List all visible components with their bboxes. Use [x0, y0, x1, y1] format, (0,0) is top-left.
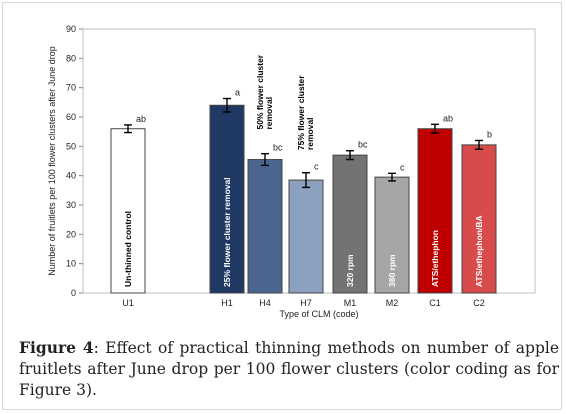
- x-tick-label: H4: [259, 298, 271, 308]
- bar-outside-label: removal: [305, 117, 315, 150]
- y-tick-label: 50: [66, 141, 76, 151]
- bar-h1: [209, 104, 245, 294]
- bar-inner-label: 25% flower cluster removal: [222, 177, 232, 287]
- y-tick-label: 30: [66, 200, 76, 210]
- x-tick-label: C1: [429, 298, 441, 308]
- significance-letter: a: [235, 88, 240, 98]
- x-tick-label: C2: [473, 298, 485, 308]
- bar-h7: [288, 179, 324, 294]
- y-axis-label: Number of fruitlets per 100 flower clust…: [47, 46, 57, 276]
- significance-letter: c: [400, 162, 405, 172]
- bar-inner-label: 380 rpm: [387, 254, 397, 287]
- bar-outside-label: 75% flower cluster: [296, 75, 306, 150]
- y-tick-label: 80: [66, 53, 76, 63]
- bar-inner-label: ATS/ethephon: [430, 230, 440, 287]
- bar-c2: [461, 144, 497, 294]
- caption-label: Figure 4: [19, 338, 94, 357]
- x-tick-label: U1: [122, 298, 134, 308]
- bar-inner-label: Un-thinned control: [123, 211, 133, 287]
- y-tick-label: 20: [66, 229, 76, 239]
- bar-c1: [417, 128, 453, 294]
- y-tick-label: 70: [66, 83, 76, 93]
- figure-frame: 0 10 20 30 40 50 60 70 80 90 Number of fruitlets p…: [2, 2, 562, 410]
- bar-m2: [374, 176, 410, 294]
- x-tick-label: H1: [221, 298, 233, 308]
- bar-h4: [247, 159, 283, 294]
- significance-letter: b: [487, 129, 492, 139]
- y-tick-label: 0: [71, 288, 76, 298]
- y-tick-label: 10: [66, 259, 76, 269]
- bar-inner-label: ATS/ethephon/BA: [474, 215, 484, 287]
- significance-letter: bc: [273, 143, 283, 153]
- figure-caption: Figure 4: Effect of practical thinning m…: [19, 337, 559, 401]
- bar-chart: 0 10 20 30 40 50 60 70 80 90 Number of fruitlets p…: [47, 24, 536, 319]
- bar-outside-label: 50% flower cluster: [255, 54, 265, 129]
- bar-outside-label: removal: [264, 97, 274, 130]
- x-tick-label: H7: [300, 298, 312, 308]
- significance-letter: c: [314, 162, 319, 172]
- x-axis-label: Type of CLM (code): [279, 309, 358, 319]
- x-tick-label: M1: [344, 298, 357, 308]
- caption-text: : Effect of practical thinning methods o…: [19, 339, 559, 399]
- bar-u1: [110, 128, 146, 294]
- y-tick-label: 90: [66, 24, 76, 34]
- significance-letter: ab: [136, 114, 146, 124]
- bar-inner-label: 320 rpm: [345, 254, 355, 287]
- significance-letter: bc: [358, 140, 368, 150]
- y-tick-label: 40: [66, 171, 76, 181]
- y-tick-label: 60: [66, 112, 76, 122]
- x-tick-label: M2: [386, 298, 399, 308]
- significance-letter: ab: [443, 113, 453, 123]
